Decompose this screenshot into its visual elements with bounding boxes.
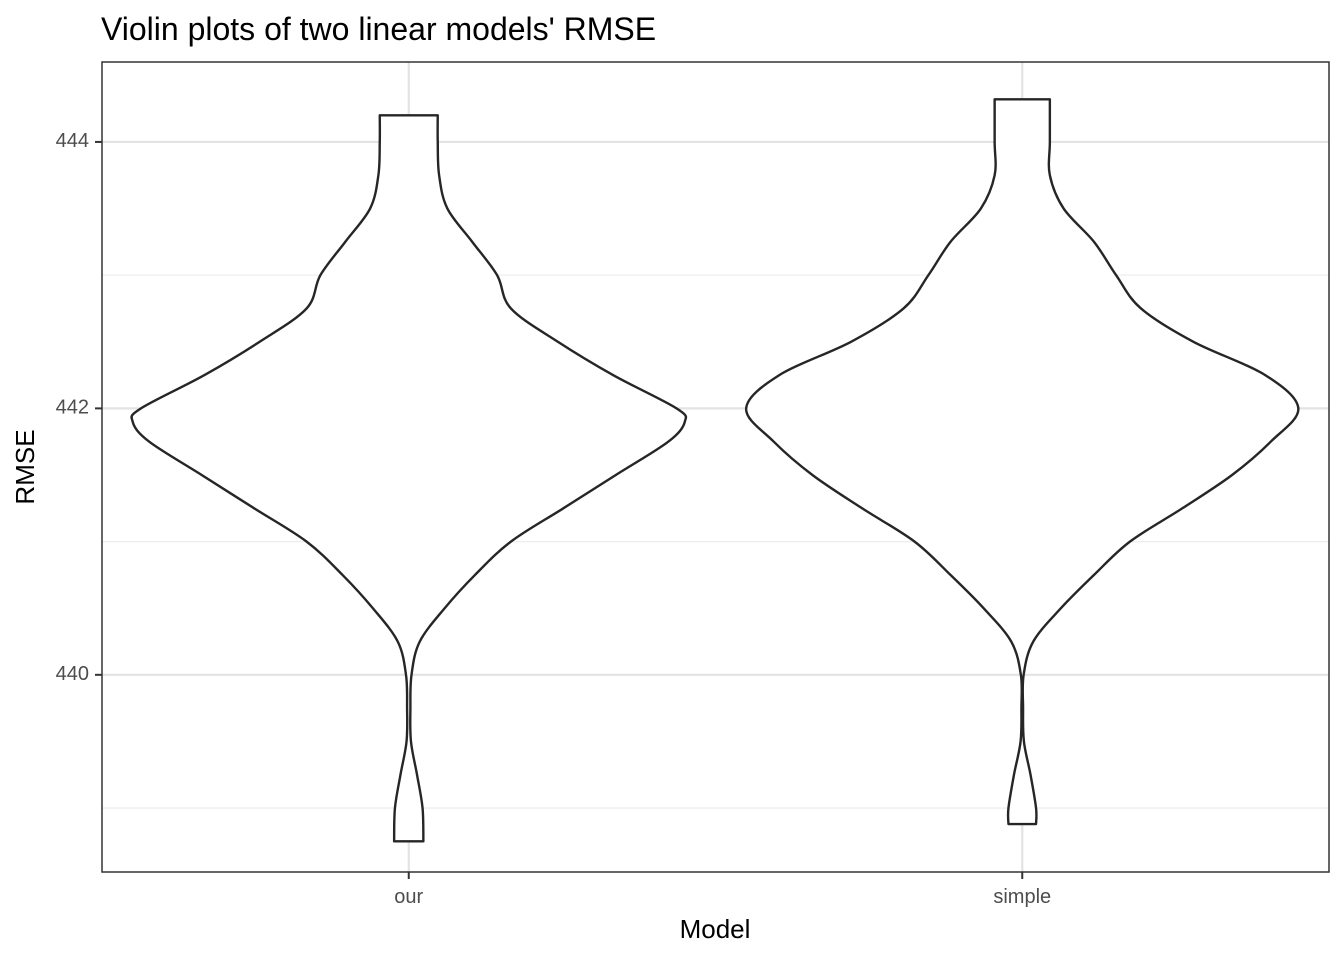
y-axis: 440 442 444	[56, 130, 102, 685]
violin-simple	[744, 98, 1300, 826]
x-tick-label: simple	[993, 886, 1051, 908]
y-tick-label: 440	[56, 663, 89, 685]
x-tick: our	[394, 872, 424, 908]
y-tick: 444	[56, 130, 102, 152]
x-tick: simple	[993, 872, 1051, 908]
x-axis-title: Model	[680, 914, 751, 944]
x-axis: our simple	[394, 872, 1051, 908]
violins	[130, 98, 1300, 843]
y-tick: 442	[56, 397, 102, 419]
y-tick: 440	[56, 663, 102, 685]
y-tick-label: 442	[56, 397, 89, 419]
y-tick-label: 444	[56, 130, 89, 152]
panel-border	[101, 61, 1330, 873]
plot-panel	[101, 61, 1330, 873]
y-axis-title: RMSE	[10, 429, 40, 504]
chart-title: Violin plots of two linear models' RMSE	[101, 11, 656, 47]
x-tick-label: our	[394, 886, 423, 908]
violin-our	[130, 114, 688, 843]
